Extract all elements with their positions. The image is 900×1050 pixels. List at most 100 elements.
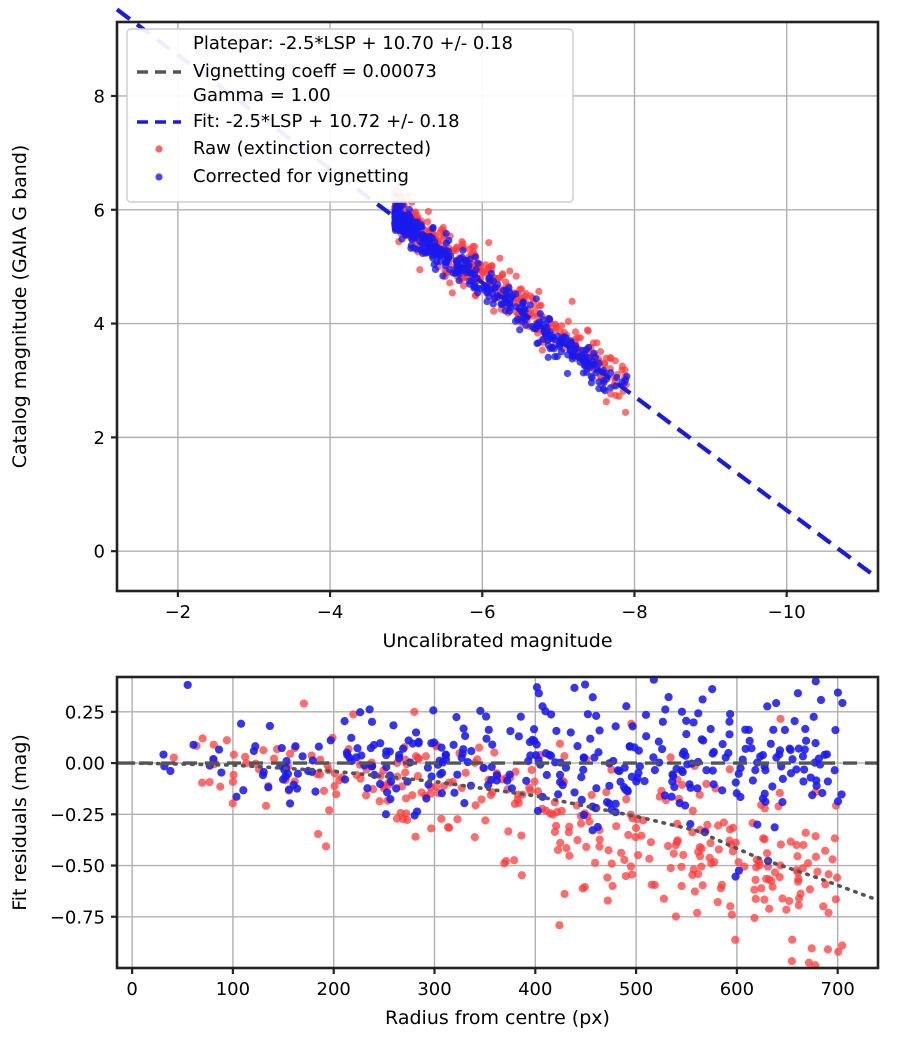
residual-point	[375, 797, 384, 806]
residual-point	[577, 795, 586, 805]
residual-point	[561, 763, 571, 772]
bottom-xtick-label: 0	[126, 979, 137, 1000]
residual-point	[385, 747, 394, 756]
residual-point	[765, 904, 774, 913]
scatter-point	[431, 238, 439, 246]
residual-point	[236, 719, 246, 728]
scatter-point	[502, 278, 510, 286]
residual-point	[482, 712, 491, 721]
residual-point	[776, 714, 785, 723]
residual-point	[677, 881, 686, 891]
scatter-point	[429, 224, 437, 233]
residual-point	[658, 717, 667, 726]
scatter-point	[412, 208, 420, 216]
residual-point	[695, 790, 704, 799]
top-xtick-label: −6	[469, 602, 496, 623]
residual-point	[326, 736, 335, 745]
residual-point	[445, 823, 454, 832]
scatter-point	[466, 255, 474, 263]
residual-point	[834, 947, 843, 956]
residual-point	[603, 873, 612, 882]
residual-point	[510, 799, 519, 808]
residual-point	[823, 777, 832, 786]
residual-point	[555, 778, 565, 787]
residual-point	[573, 836, 582, 845]
residual-point	[811, 739, 820, 748]
bottom-plot-background	[117, 677, 878, 968]
residual-point	[527, 765, 536, 775]
residual-point	[793, 852, 802, 861]
residual-point	[694, 709, 703, 718]
residual-point	[824, 908, 833, 917]
residual-point	[726, 710, 735, 719]
residual-point	[702, 766, 711, 775]
residual-point	[821, 846, 830, 855]
bottom-xtick-label: 400	[518, 979, 552, 1000]
residual-point	[647, 880, 656, 889]
residual-point	[594, 748, 603, 757]
residual-point	[727, 910, 736, 919]
residual-point	[748, 776, 757, 785]
bottom-panel-fit-residuals: 0 100 200 300 400 500 600 700 0.25 0.00 −0.25 −0.50…	[9, 675, 880, 1029]
residual-point	[838, 941, 847, 950]
residual-point	[646, 838, 656, 847]
residual-point	[788, 935, 797, 944]
residual-point	[801, 724, 810, 734]
residual-point	[427, 772, 436, 781]
residual-point	[751, 894, 760, 904]
bottom-ytick-label: −0.25	[50, 805, 105, 826]
residual-point	[401, 794, 411, 803]
scatter-point	[499, 270, 507, 278]
residual-point	[347, 733, 356, 742]
residual-point	[693, 784, 702, 793]
scatter-point	[474, 259, 482, 267]
residual-point	[552, 821, 561, 830]
residual-point	[626, 862, 636, 871]
residual-point	[805, 885, 815, 894]
residual-point	[830, 766, 839, 775]
legend-entry: Platepar: -2.5*LSP + 10.70 +/- 0.18	[193, 33, 513, 54]
scatter-point	[418, 240, 426, 248]
residual-point	[376, 779, 385, 789]
residual-point	[532, 683, 542, 692]
residual-point	[607, 765, 616, 774]
top-ytick-label: 8	[94, 86, 105, 107]
residual-point	[410, 707, 419, 716]
residual-point	[438, 758, 447, 767]
residual-point	[222, 736, 231, 745]
bottom-xtick-label: 200	[317, 979, 351, 1000]
residual-point	[241, 752, 250, 761]
residual-point	[690, 887, 700, 896]
scatter-point	[459, 246, 467, 255]
residual-point	[654, 737, 663, 746]
scatter-point	[521, 292, 529, 300]
residual-point	[565, 851, 574, 860]
scatter-point	[481, 267, 489, 275]
residual-point	[452, 713, 461, 722]
residual-point	[800, 745, 809, 754]
scatter-point	[606, 369, 615, 377]
legend-entry: Fit: -2.5*LSP + 10.72 +/- 0.18	[137, 111, 460, 132]
residual-point	[530, 736, 539, 745]
residual-point	[229, 750, 239, 759]
residual-point	[533, 787, 543, 796]
residual-point	[335, 776, 344, 785]
residual-point	[615, 766, 624, 776]
residual-point	[811, 832, 820, 841]
scatter-point	[621, 376, 630, 384]
residual-point	[719, 818, 728, 827]
residual-point	[412, 807, 422, 816]
residual-point	[762, 849, 772, 858]
scatter-point	[405, 211, 413, 219]
residual-point	[239, 786, 248, 795]
residual-point	[514, 732, 523, 741]
residual-point	[620, 855, 629, 865]
residual-point	[353, 744, 362, 753]
residual-point	[695, 843, 705, 852]
scatter-point	[506, 267, 514, 275]
residual-point	[555, 921, 564, 930]
scatter-point	[473, 284, 481, 292]
scatter-point	[539, 316, 547, 324]
scatter-point	[517, 285, 525, 293]
residual-point	[369, 740, 379, 750]
